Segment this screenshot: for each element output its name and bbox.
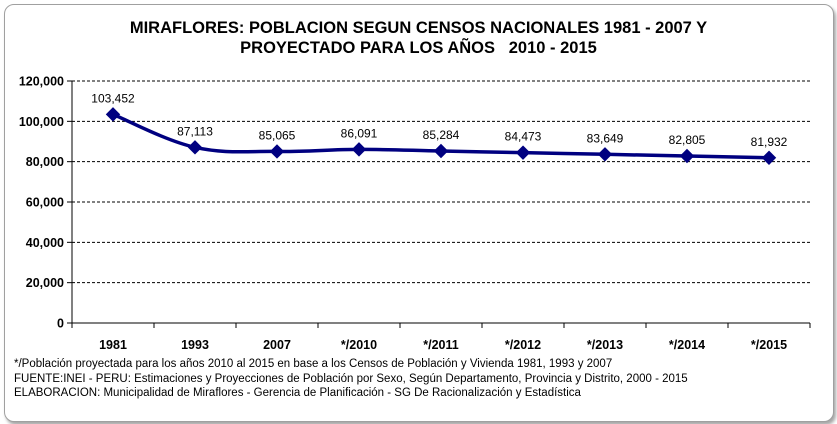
y-tick-label: 80,000: [26, 155, 64, 169]
y-tick-label: 40,000: [26, 236, 64, 250]
data-label: 85,284: [423, 128, 460, 142]
x-tick-label: */2013: [587, 338, 623, 352]
y-tick-label: 120,000: [19, 75, 64, 89]
x-tick-label: */2015: [751, 338, 787, 352]
data-point: [515, 145, 531, 160]
x-tick-label: 1981: [99, 338, 127, 352]
y-tick-label: 20,000: [26, 276, 64, 290]
x-tick-label: */2012: [505, 338, 541, 352]
data-point: [597, 147, 613, 162]
projection-note: */Población proyectada para los años 201…: [14, 358, 613, 370]
x-tick-label: */2011: [423, 338, 459, 352]
data-label: 86,091: [341, 126, 378, 140]
chart-frame: [4, 4, 834, 422]
data-point: [105, 107, 121, 122]
elaboration-note: ELABORACION: Municipalidad de Miraflores…: [14, 387, 581, 399]
data-label: 83,649: [587, 131, 624, 145]
x-tick-label: 1993: [181, 338, 209, 352]
chart-title-line-2: PROYECTADO PARA LOS AÑOS 2010 - 2015: [240, 39, 597, 57]
data-point: [679, 148, 695, 164]
y-tick-label: 0: [57, 317, 64, 331]
data-point: [269, 144, 285, 159]
y-tick-label: 60,000: [26, 196, 64, 210]
data-point: [433, 143, 449, 159]
data-label: 103,452: [91, 91, 135, 105]
chart-title: MIRAFLORES: POBLACION SEGUN CENSOS NACIO…: [0, 18, 837, 58]
data-label: 84,473: [505, 130, 542, 144]
data-label: 82,805: [669, 133, 706, 147]
data-label: 81,932: [751, 135, 788, 149]
data-label: 87,113: [177, 124, 213, 138]
data-label: 85,065: [259, 128, 296, 142]
data-point: [187, 140, 203, 155]
chart-title-line-1: MIRAFLORES: POBLACION SEGUN CENSOS NACIO…: [129, 19, 708, 37]
x-tick-label: 2007: [263, 338, 291, 352]
x-tick-label: */2014: [669, 338, 705, 352]
data-point: [761, 150, 777, 165]
source-note: FUENTE:INEI - PERU: Estimaciones y Proye…: [14, 373, 688, 385]
data-point: [351, 142, 367, 157]
y-tick-label: 100,000: [19, 115, 64, 129]
x-tick-label: */2010: [341, 338, 377, 352]
